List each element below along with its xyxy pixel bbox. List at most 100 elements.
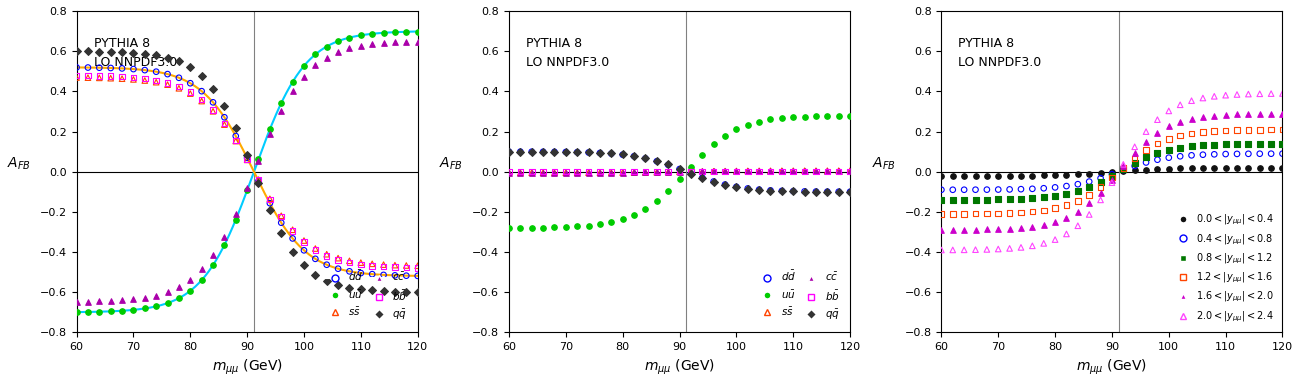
Point [988, 210, 1009, 217]
Point [396, 29, 417, 35]
Point [931, 197, 952, 203]
Point [1010, 186, 1031, 192]
Point [1192, 165, 1213, 171]
Point [965, 247, 985, 253]
Point [385, 29, 406, 35]
Point [794, 189, 815, 195]
Point [1113, 166, 1134, 172]
Point [555, 224, 576, 230]
Point [612, 216, 633, 222]
Point [1227, 91, 1248, 98]
Point [670, 169, 690, 175]
Point [237, 155, 257, 161]
Point [361, 261, 382, 267]
Point [306, 51, 326, 58]
Point [1227, 141, 1248, 147]
Point [680, 169, 701, 175]
Point [624, 169, 645, 175]
Point [112, 65, 133, 71]
Point [373, 272, 394, 278]
Point [624, 212, 645, 218]
Point [1249, 127, 1270, 133]
Point [725, 168, 746, 174]
Point [806, 168, 827, 174]
Point [169, 284, 190, 290]
Point [624, 169, 645, 175]
Point [840, 189, 861, 195]
Point [191, 73, 212, 79]
Point [510, 149, 530, 155]
Point [499, 169, 520, 175]
Point [1056, 202, 1076, 208]
Point [203, 86, 224, 92]
Point [533, 149, 554, 155]
Point [567, 149, 588, 155]
Point [1056, 215, 1076, 221]
Point [988, 172, 1009, 179]
Point [1091, 190, 1112, 196]
Point [1249, 141, 1270, 147]
Point [169, 83, 190, 89]
Point [783, 168, 803, 174]
Point [612, 151, 633, 157]
Point [316, 262, 337, 268]
Point [169, 85, 190, 91]
Point [1158, 166, 1179, 172]
Point [1067, 171, 1088, 177]
Point [1000, 172, 1021, 179]
Point [624, 169, 645, 175]
Point [976, 173, 997, 179]
Point [954, 211, 975, 217]
Point [294, 239, 315, 245]
Point [396, 265, 417, 271]
Point [703, 179, 724, 185]
Point [1010, 244, 1031, 250]
Point [66, 73, 87, 79]
Point [646, 158, 667, 164]
Point [157, 81, 178, 88]
Point [601, 169, 621, 175]
Point [237, 152, 257, 158]
Point [578, 170, 599, 176]
Point [1227, 111, 1248, 118]
Point [521, 225, 542, 231]
Point [658, 188, 679, 194]
Point [1045, 184, 1066, 190]
Point [1204, 93, 1225, 99]
Point [124, 296, 144, 303]
Point [954, 227, 975, 233]
Point [942, 247, 963, 253]
Point [339, 35, 360, 41]
Point [533, 170, 554, 176]
Point [589, 150, 610, 156]
Point [1147, 130, 1167, 136]
Point [1034, 194, 1054, 200]
Point [840, 168, 861, 174]
Point [1010, 196, 1031, 202]
Point [578, 170, 599, 176]
Point [1147, 141, 1167, 147]
Point [670, 176, 690, 182]
Point [316, 278, 337, 284]
Point [1000, 226, 1021, 232]
Point [157, 55, 178, 61]
Point [749, 168, 770, 174]
Point [965, 227, 985, 233]
Point [1216, 151, 1236, 157]
Point [1000, 196, 1021, 202]
Point [1045, 193, 1066, 199]
Point [545, 149, 566, 155]
Point [282, 228, 303, 234]
Point [1056, 172, 1076, 178]
Point [1216, 141, 1236, 147]
Point [1045, 205, 1066, 211]
Point [1238, 151, 1258, 157]
Point [555, 149, 576, 155]
Point [203, 99, 224, 105]
Point [816, 169, 837, 175]
Point [578, 149, 599, 156]
Point [965, 173, 985, 179]
Point [1249, 165, 1270, 171]
Point [680, 169, 701, 175]
Point [1192, 95, 1213, 101]
